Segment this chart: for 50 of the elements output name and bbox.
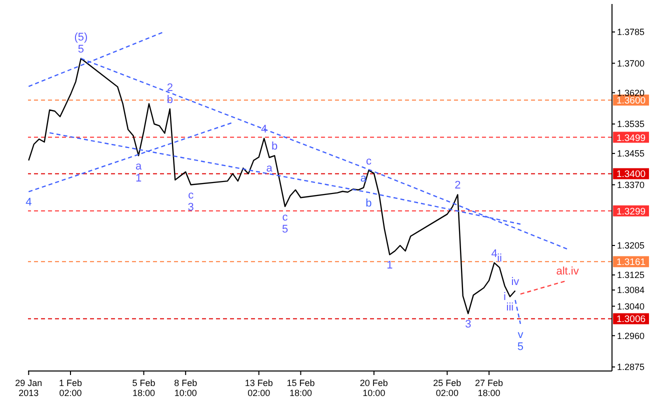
annotation: iii <box>506 302 514 314</box>
ref-line-label: 1.3299 <box>616 206 646 218</box>
y-tick-label: 1.2875 <box>617 362 645 372</box>
x-tick-label: 29 Jan 2013 <box>15 378 42 398</box>
y-tick-label: 1.2960 <box>617 330 645 341</box>
annotation: a <box>135 160 142 173</box>
annotation: v <box>518 328 524 341</box>
annotation: c <box>188 190 194 202</box>
x-tick-label: 15 Feb 18:00 <box>286 378 315 398</box>
x-tick-label: 20 Feb 10:00 <box>360 378 388 398</box>
annotation: 4 <box>491 248 498 260</box>
annotation: 1 <box>135 172 142 185</box>
ref-line-label: 1.3499 <box>616 132 646 144</box>
annotation: c <box>282 211 288 224</box>
ref-line-label: 1.3006 <box>616 314 646 326</box>
annotation: 3 <box>465 318 472 331</box>
ref-line-label: 1.3400 <box>616 169 646 180</box>
annotation: i <box>504 290 506 303</box>
x-tick-label: 27 Feb 18:00 <box>475 378 504 398</box>
x-tick-label: 8 Feb 10:00 <box>174 378 198 398</box>
x-tick-label: 5 Feb 18:00 <box>132 378 156 398</box>
annotation: iv <box>511 276 520 288</box>
annotation: 5 <box>517 340 524 353</box>
annotation: 4 <box>26 196 32 209</box>
annotation: c <box>366 155 372 168</box>
y-tick-label: 1.3370 <box>617 180 645 190</box>
y-tick-label: 1.3785 <box>617 27 645 38</box>
ref-line-label: 1.3161 <box>616 257 646 268</box>
annotation: 2 <box>166 82 173 94</box>
y-tick-label: 1.3125 <box>617 270 645 280</box>
annotation: 4 <box>261 123 268 136</box>
annotation: (5) <box>74 31 88 44</box>
annotation: 5 <box>282 223 288 236</box>
y-tick-label: 1.3535 <box>617 119 645 130</box>
y-tick-label: 1.3700 <box>617 58 645 68</box>
ref-line-label: 1.3600 <box>616 96 646 107</box>
x-tick-label: 13 Feb 02:00 <box>244 378 273 398</box>
annotation: 2 <box>454 180 461 192</box>
x-tick-label: 25 Feb 02:00 <box>433 378 462 398</box>
y-tick-label: 1.3040 <box>617 301 645 312</box>
y-tick-label: 1.3455 <box>617 148 645 159</box>
x-tick-label: 1 Feb 02:00 <box>59 378 82 398</box>
annotation: 1 <box>386 260 393 272</box>
annotation: 5 <box>78 43 84 56</box>
annotation: b <box>366 197 372 210</box>
annotation: b <box>271 140 278 153</box>
annotation: alt.iv <box>556 265 580 278</box>
y-tick-label: 1.3084 <box>617 285 645 296</box>
y-tick-label: 1.3205 <box>617 240 645 251</box>
annotation: a <box>266 162 274 174</box>
